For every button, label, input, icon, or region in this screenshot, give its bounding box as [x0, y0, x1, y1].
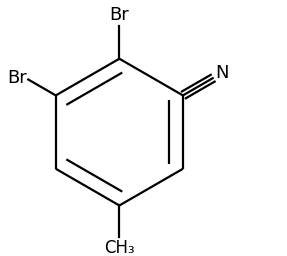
- Text: N: N: [215, 64, 228, 82]
- Text: Br: Br: [109, 6, 129, 24]
- Text: Br: Br: [7, 69, 27, 87]
- Text: CH₃: CH₃: [104, 239, 135, 256]
